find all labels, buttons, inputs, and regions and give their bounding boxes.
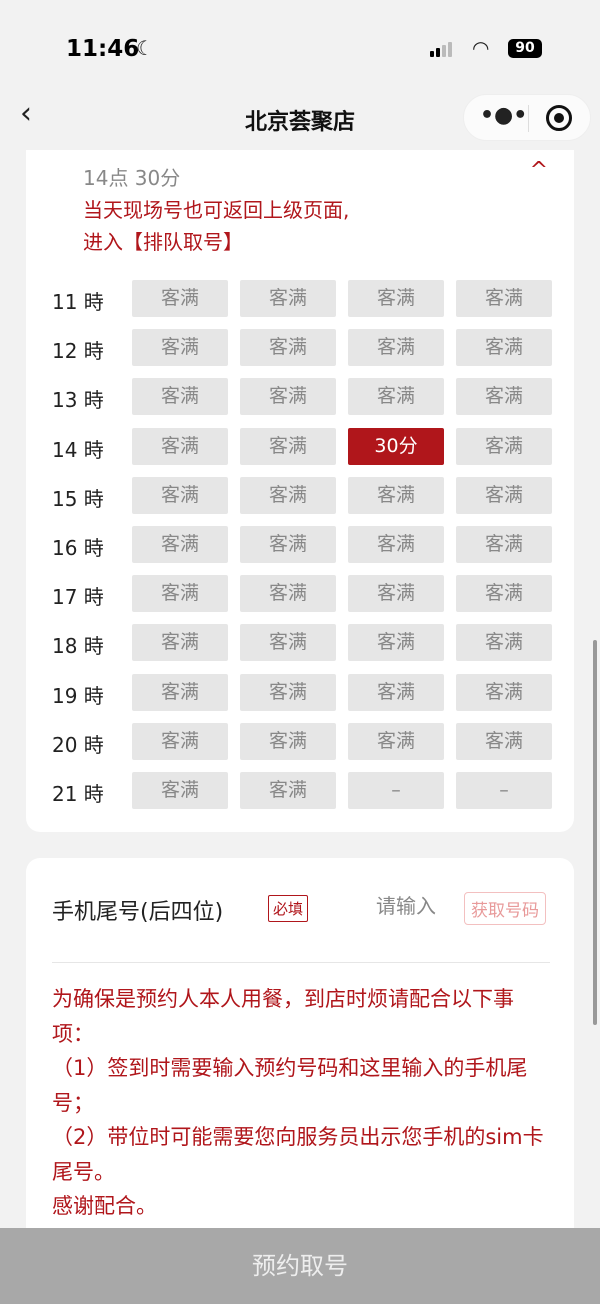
reserve-button[interactable]: 预约取号: [0, 1228, 600, 1304]
slot-row: 12 時客满 客满 客满 客满: [26, 329, 574, 367]
phone-label: 手机尾号(后四位): [52, 900, 224, 925]
mini-program-capsule: •●•: [463, 94, 591, 141]
slot-cell[interactable]: 客满: [348, 722, 444, 760]
nav-bar: ‹ 北京荟聚店 •●•: [0, 94, 600, 142]
slot-row: 15 時客满 客满 客满 客满: [26, 476, 574, 514]
slot-cell[interactable]: 客满: [240, 575, 336, 613]
hour-label: 11 時: [52, 290, 104, 314]
slot-row: 11 時客满 客满 客满 客满: [26, 280, 574, 317]
hour-label: 19 時: [52, 683, 104, 708]
slot-cell[interactable]: 客满: [456, 329, 552, 367]
slot-cell[interactable]: 客满: [132, 526, 228, 563]
hour-label: 16 時: [52, 536, 104, 560]
hour-label: 21 時: [52, 782, 104, 806]
chevron-up-icon[interactable]: ^: [529, 158, 548, 183]
time-slot-card: 14点 30分 ^ 当天现场号也可返回上级页面, 进入【排队取号】 11 時客满…: [26, 150, 574, 832]
slot-cell[interactable]: 客满: [240, 280, 336, 317]
slot-cell[interactable]: 客满: [456, 427, 552, 465]
slot-cell[interactable]: 客满: [240, 476, 336, 514]
slot-cell[interactable]: 客满: [132, 575, 228, 613]
divider: [528, 105, 529, 132]
slot-row: 17 時客满 客满 客满 客满: [26, 575, 574, 613]
hour-label: 13 時: [52, 388, 104, 413]
slot-cell[interactable]: 客满: [348, 378, 444, 416]
hour-label: 15 時: [52, 486, 104, 511]
hour-label: 17 時: [52, 585, 104, 610]
phone-tail-input[interactable]: [376, 894, 450, 918]
slot-row: 13 時客满 客满 客满 客满: [26, 378, 574, 416]
slot-cell[interactable]: 客满: [348, 476, 444, 514]
slot-cell[interactable]: 客满: [132, 673, 228, 711]
slot-cell[interactable]: 客满: [456, 378, 552, 416]
slot-cell[interactable]: –: [348, 772, 444, 809]
cellular-signal-icon: [430, 42, 452, 57]
scrollbar[interactable]: [593, 640, 597, 1025]
slot-cell[interactable]: 客满: [132, 329, 228, 367]
slot-cell[interactable]: 客满: [348, 526, 444, 563]
slot-cell[interactable]: 客满: [132, 476, 228, 514]
slot-cell[interactable]: 客满: [240, 722, 336, 760]
hour-label: 12 時: [52, 339, 104, 364]
queue-hint: 当天现场号也可返回上级页面, 进入【排队取号】: [83, 194, 349, 258]
target-icon[interactable]: [546, 105, 572, 131]
notice-text: 为确保是预约人本人用餐，到店时烦请配合以下事项： （1）签到时需要输入预约号码和…: [52, 987, 544, 1218]
get-number-button[interactable]: 获取号码: [464, 892, 546, 925]
slot-row: 19 時客满 客满 客满 客满: [26, 673, 574, 711]
slot-row: 16 時客满 客满 客满 客满: [26, 526, 574, 563]
page-title: 北京荟聚店: [244, 110, 355, 135]
slot-cell[interactable]: 客满: [132, 427, 228, 465]
slot-cell[interactable]: 客满: [240, 427, 336, 465]
slot-cell[interactable]: 客满: [456, 673, 552, 711]
clock: 11:46: [66, 36, 140, 62]
slot-cell[interactable]: 客满: [132, 280, 228, 317]
slot-cell[interactable]: 客满: [456, 624, 552, 662]
status-bar: 11:46 ☾ ◠ 90: [0, 0, 600, 90]
slot-cell[interactable]: 客满: [240, 526, 336, 563]
hint-line: 当天现场号也可返回上级页面,: [83, 198, 350, 222]
slot-cell[interactable]: 客满: [456, 476, 552, 514]
slot-cell[interactable]: 客满: [348, 673, 444, 711]
back-button[interactable]: ‹: [20, 96, 32, 131]
slot-cell[interactable]: 客满: [348, 280, 444, 317]
slot-cell[interactable]: 客满: [456, 526, 552, 563]
slot-row: 14 時客满 客满 30分 客满: [26, 427, 574, 465]
slot-cell[interactable]: 客满: [348, 624, 444, 662]
slot-cell[interactable]: 客满: [456, 280, 552, 317]
required-badge: 必填: [268, 895, 309, 922]
battery-icon: 90: [508, 39, 542, 58]
slot-cell[interactable]: 客满: [240, 673, 336, 711]
slot-cell[interactable]: 客满: [132, 722, 228, 760]
hour-label: 18 時: [52, 634, 104, 659]
slot-cell[interactable]: 客满: [240, 378, 336, 416]
slot-cell[interactable]: 客满: [456, 722, 552, 760]
slot-cell[interactable]: 客满: [240, 772, 336, 809]
divider: [52, 962, 550, 963]
slot-row: 21 時客满 客满 – –: [26, 772, 574, 809]
slot-cell[interactable]: 客满: [240, 624, 336, 662]
slot-cell[interactable]: –: [456, 772, 552, 809]
slot-cell[interactable]: 客满: [132, 772, 228, 809]
hour-label: 14 時: [52, 437, 104, 462]
phone-card: 手机尾号(后四位) 必填 获取号码 为确保是预约人本人用餐，到店时烦请配合以下事…: [26, 858, 574, 1258]
slot-cell[interactable]: 客满: [348, 329, 444, 367]
moon-icon: ☾: [136, 36, 154, 60]
slot-row: 18 時客满 客满 客满 客满: [26, 624, 574, 662]
hint-line: 进入【排队取号】: [83, 230, 243, 254]
hour-label: 20 時: [52, 732, 104, 757]
selected-time: 14点 30分: [83, 166, 181, 190]
slot-cell[interactable]: 客满: [132, 378, 228, 416]
slot-cell[interactable]: 客满: [456, 575, 552, 613]
more-dots-icon[interactable]: •●•: [480, 103, 528, 128]
slot-cell-selected[interactable]: 30分: [348, 427, 444, 465]
wifi-icon: ◠: [472, 36, 490, 60]
slot-cell[interactable]: 客满: [348, 575, 444, 613]
slot-cell[interactable]: 客满: [132, 624, 228, 662]
slot-cell[interactable]: 客满: [240, 329, 336, 367]
slot-row: 20 時客满 客满 客满 客满: [26, 722, 574, 760]
